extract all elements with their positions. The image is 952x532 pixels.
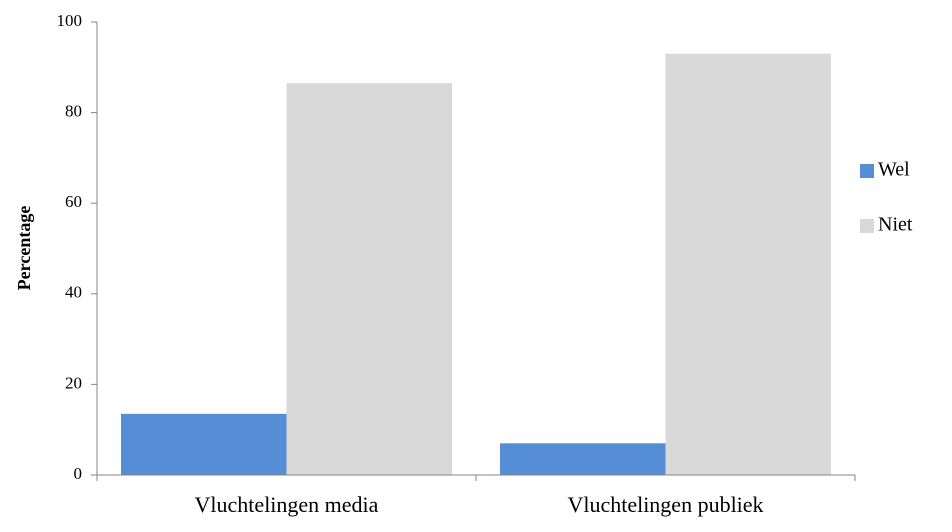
- bar: [500, 443, 666, 475]
- y-axis-label: Percentage: [14, 206, 34, 291]
- x-tick-label: Vluchtelingen publiek: [567, 492, 763, 517]
- legend-label: Niet: [878, 214, 913, 236]
- y-tick-label: 40: [65, 283, 82, 302]
- bar: [286, 83, 452, 475]
- y-tick-label: 0: [74, 464, 83, 483]
- legend-swatch: [860, 164, 874, 178]
- y-tick-label: 20: [65, 373, 82, 392]
- x-tick-label: Vluchtelingen media: [195, 492, 379, 517]
- y-tick-label: 100: [57, 11, 83, 30]
- y-tick-label: 80: [65, 102, 82, 121]
- y-tick-label: 60: [65, 192, 82, 211]
- legend-label: Wel: [878, 159, 910, 181]
- bar: [121, 413, 287, 475]
- bar: [665, 53, 831, 476]
- legend-swatch: [860, 219, 874, 233]
